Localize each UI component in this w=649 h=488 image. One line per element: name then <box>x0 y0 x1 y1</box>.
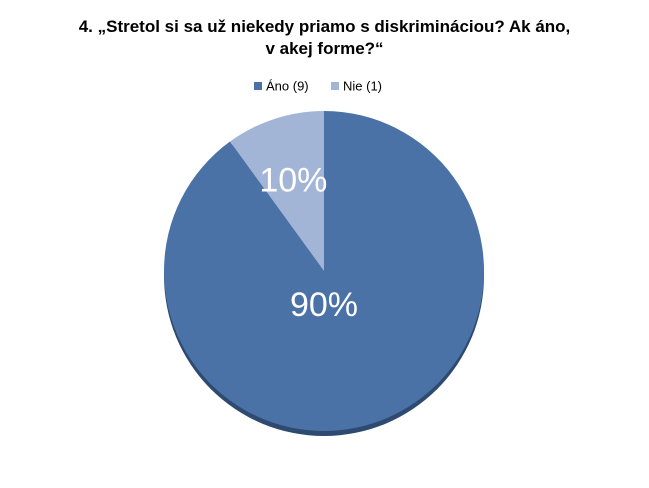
legend-label: Áno (9) <box>266 78 309 93</box>
data-label: 90% <box>290 286 358 324</box>
legend-swatch <box>331 82 339 90</box>
legend-swatch <box>254 82 262 90</box>
chart-title: 4. „Stretol si sa už niekedy priamo s di… <box>78 17 571 58</box>
legend-label: Nie (1) <box>343 78 382 93</box>
pie-slice <box>229 111 324 271</box>
data-label: 10% <box>259 162 327 200</box>
